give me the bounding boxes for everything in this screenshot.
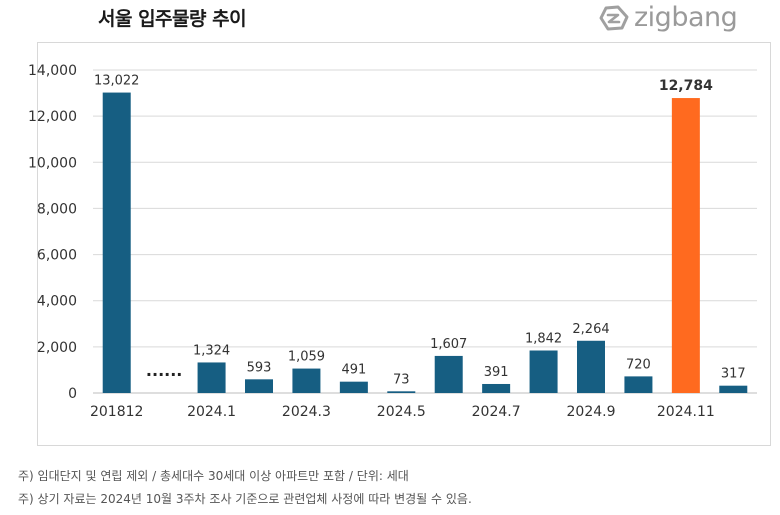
bar <box>339 381 368 393</box>
y-tick-label: 8,000 <box>37 201 77 217</box>
data-label: 1,324 <box>193 343 230 358</box>
footnote-2: 주) 상기 자료는 2024년 10월 3주차 조사 기준으로 관련업체 사정에… <box>18 492 472 506</box>
y-tick-label: 12,000 <box>28 109 77 125</box>
bar <box>197 362 226 393</box>
x-tick-label: 2024.7 <box>472 404 521 420</box>
x-tick-label: 2024.11 <box>657 404 715 420</box>
x-tick-label: 2024.9 <box>567 404 616 420</box>
data-label: 593 <box>247 360 272 375</box>
y-tick-label: 6,000 <box>37 248 77 264</box>
bar <box>482 383 511 393</box>
zigbang-logo-icon <box>599 5 629 30</box>
x-tick-label: 2024.3 <box>282 404 331 420</box>
data-label: 317 <box>721 367 746 382</box>
footnotes: 주) 임대단지 및 연립 제외 / 총세대수 30세대 이상 아파트만 포함 /… <box>18 465 472 511</box>
footnote-1: 주) 임대단지 및 연립 제외 / 총세대수 30세대 이상 아파트만 포함 /… <box>18 469 409 483</box>
logo-text: zigbang <box>634 2 738 33</box>
y-tick-label: 4,000 <box>37 294 77 310</box>
bar <box>292 368 321 393</box>
data-label: 1,059 <box>288 350 325 365</box>
bar <box>671 98 700 393</box>
data-label: 720 <box>626 357 651 372</box>
data-label: 391 <box>484 365 509 380</box>
data-label: 13,022 <box>94 74 140 89</box>
y-tick-label: 0 <box>68 386 77 402</box>
y-tick-label: 10,000 <box>28 155 77 171</box>
bar <box>387 391 416 393</box>
bar <box>102 92 131 394</box>
y-tick-label: 2,000 <box>37 340 77 356</box>
data-label: 12,784 <box>659 78 713 94</box>
y-tick-label: 14,000 <box>28 63 77 79</box>
data-label: 491 <box>341 363 366 378</box>
zigbang-logo: zigbang <box>598 2 738 33</box>
chart-title: 서울 입주물량 추이 <box>98 8 247 30</box>
gap-marker: ...... <box>146 361 182 380</box>
bar <box>434 355 463 393</box>
data-label: 1,607 <box>430 337 467 352</box>
bar <box>245 379 273 393</box>
x-tick-label: 2024.5 <box>377 404 426 420</box>
data-label: 73 <box>393 372 410 387</box>
data-label: 2,264 <box>572 322 609 337</box>
x-tick-label: 2024.1 <box>187 404 236 420</box>
bar <box>529 350 558 393</box>
x-tick-label: 201812 <box>90 404 143 420</box>
bar <box>577 340 605 393</box>
data-label: 1,842 <box>525 332 562 347</box>
bar <box>719 385 748 393</box>
bar <box>624 376 653 393</box>
